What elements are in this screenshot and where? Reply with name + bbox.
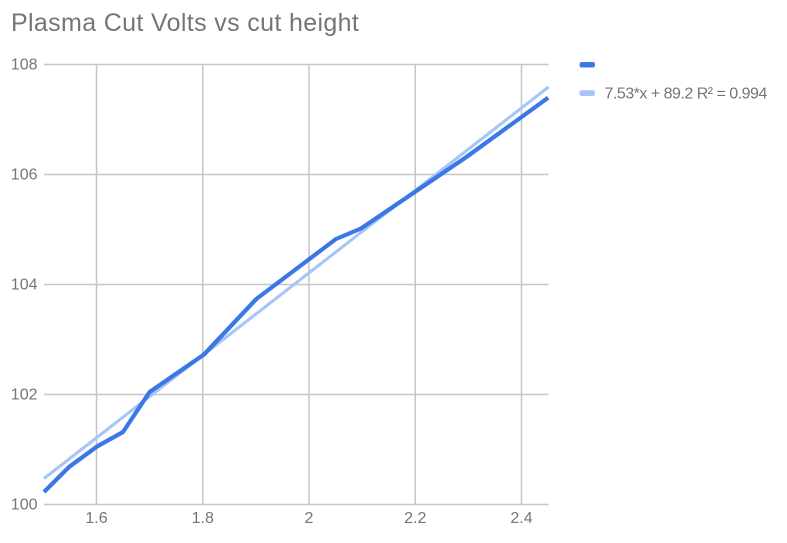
svg-text:2.2: 2.2 <box>404 510 426 527</box>
svg-text:102: 102 <box>11 387 38 404</box>
svg-text:104: 104 <box>11 277 38 294</box>
svg-text:7.53*x + 89.2 R² = 0.994: 7.53*x + 89.2 R² = 0.994 <box>605 86 768 103</box>
svg-text:2.4: 2.4 <box>510 510 532 527</box>
svg-text:2: 2 <box>305 510 314 527</box>
svg-text:100: 100 <box>11 497 38 514</box>
svg-text:1.6: 1.6 <box>85 510 107 527</box>
svg-text:1.8: 1.8 <box>192 510 214 527</box>
svg-text:Plasma Cut Volts vs cut height: Plasma Cut Volts vs cut height <box>11 9 359 37</box>
svg-text:108: 108 <box>11 57 38 74</box>
svg-text:106: 106 <box>11 167 38 184</box>
